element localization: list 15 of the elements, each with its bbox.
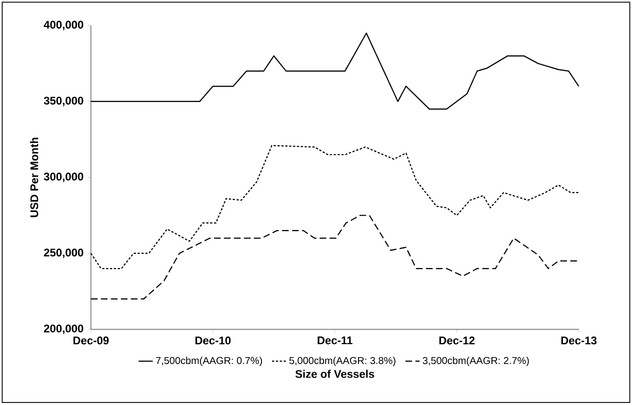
x-tick-label: Dec-10	[195, 336, 231, 345]
x-tick-label: Dec-12	[439, 336, 475, 345]
y-axis-title: USD Per Month	[30, 138, 38, 218]
y-tick-label: 250,000	[44, 248, 84, 258]
legend-label: 5,000cbm(AAGR: 3.8%)	[289, 356, 396, 366]
y-tick-label: 200,000	[44, 324, 84, 334]
y-tick-label: 350,000	[44, 96, 84, 106]
x-axis-title: Size of Vessels	[295, 370, 374, 378]
legend-label: 7,500cbm(AAGR: 0.7%)	[156, 356, 262, 366]
y-tick-label: 300,000	[44, 172, 84, 182]
legend-label: 3,500cbm(AAGR: 2.7%)	[422, 356, 529, 366]
x-tick-label: Dec-13	[561, 336, 597, 345]
y-tick-label: 400,000	[44, 20, 84, 30]
x-tick-label: Dec-11	[318, 336, 352, 344]
x-tick-label: Dec-09	[73, 336, 109, 345]
